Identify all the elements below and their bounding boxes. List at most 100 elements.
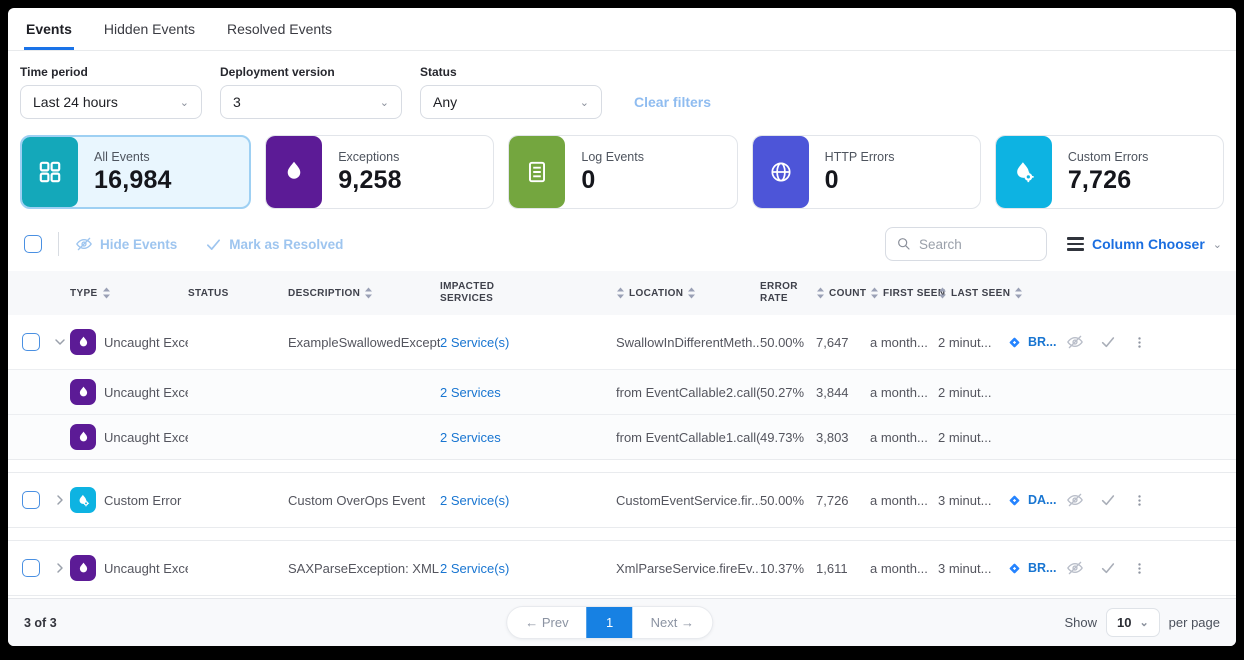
sort-icon[interactable]	[616, 287, 625, 299]
grid-icon	[22, 137, 78, 207]
header-error-rate[interactable]: ERROR RATE	[760, 280, 798, 305]
impacted-services-link[interactable]: 2 Services	[440, 429, 501, 445]
kebab-menu-icon[interactable]	[1132, 493, 1147, 508]
sort-icon[interactable]	[870, 287, 879, 299]
events-dashboard: Events Hidden Events Resolved Events Tim…	[8, 8, 1236, 646]
expand-row-button[interactable]	[52, 492, 70, 508]
sort-icon[interactable]	[687, 287, 696, 299]
sort-icon[interactable]	[1014, 287, 1023, 299]
clear-filters-button[interactable]: Clear filters	[634, 94, 712, 110]
pagination: ← Prev 1 Next →	[506, 606, 713, 639]
resolve-event-icon[interactable]	[1100, 492, 1116, 508]
current-page-button[interactable]: 1	[586, 607, 633, 638]
event-location: XmlParseService.fireEv...	[616, 560, 760, 576]
row-checkbox[interactable]	[22, 491, 40, 509]
check-icon	[207, 238, 221, 250]
sort-icon[interactable]	[364, 287, 373, 299]
error-rate: 50.27%	[760, 384, 805, 400]
header-count[interactable]: COUNT	[816, 287, 870, 299]
header-description[interactable]: DESCRIPTION	[288, 287, 440, 299]
kebab-menu-icon[interactable]	[1132, 561, 1147, 576]
search-input[interactable]	[919, 236, 1029, 252]
resolve-event-icon[interactable]	[1100, 560, 1116, 576]
error-rate: 50.00%	[760, 492, 805, 508]
kebab-menu-icon[interactable]	[1132, 335, 1147, 350]
event-location: CustomEventService.fir...	[616, 492, 760, 508]
card-custom-errors[interactable]: Custom Errors 7,726	[994, 135, 1225, 209]
globe-icon	[752, 136, 809, 208]
card-log-events[interactable]: Log Events 0	[508, 135, 738, 209]
page-size-value: 10	[1116, 615, 1132, 630]
card-label: Log Events	[581, 149, 644, 164]
ticket-link[interactable]: DA...	[1006, 492, 1066, 509]
sort-icon[interactable]	[816, 287, 825, 299]
first-seen: a month...	[870, 492, 928, 508]
deployment-version-select[interactable]: 3 ⌄	[220, 85, 402, 119]
card-value: 0	[581, 165, 596, 194]
collapse-row-button[interactable]	[52, 334, 70, 350]
prev-page-button[interactable]: ← Prev	[525, 615, 569, 630]
jira-icon	[1008, 336, 1021, 348]
table-row[interactable]: Uncaught Exce... ExampleSwallowedExcepti…	[8, 315, 1236, 369]
select-all-checkbox[interactable]	[24, 235, 42, 253]
status-select[interactable]: Any ⌄	[420, 85, 602, 119]
header-last-seen[interactable]: LAST SEEN	[938, 287, 1023, 299]
hide-events-button[interactable]: Hide Events	[75, 235, 177, 253]
header-status[interactable]: STATUS	[188, 287, 229, 299]
sort-icon[interactable]	[102, 287, 111, 299]
page-size-select[interactable]: 10 ⌄	[1105, 608, 1160, 637]
page-summary: 3 of 3	[24, 615, 57, 630]
table-row[interactable]: Uncaught Exce... SAXParseException: XML …	[8, 540, 1236, 596]
hide-event-icon[interactable]	[1066, 491, 1084, 509]
exception-type-icon	[70, 329, 96, 355]
expand-row-button[interactable]	[52, 560, 70, 576]
last-seen: 2 minut...	[938, 384, 992, 400]
show-label: Show	[1064, 615, 1097, 630]
event-description: ExampleSwallowedExceptio...	[288, 334, 440, 350]
card-label: HTTP Errors	[824, 149, 895, 164]
hide-event-icon[interactable]	[1066, 333, 1084, 351]
header-first-seen[interactable]: FIRST SEEN	[870, 287, 945, 299]
column-chooser-button[interactable]: Column Chooser ⌄	[1067, 236, 1222, 252]
search-box	[885, 227, 1047, 261]
impacted-services-link[interactable]: 2 Service(s)	[440, 492, 510, 508]
time-period-select[interactable]: Last 24 hours ⌄	[20, 85, 202, 119]
mark-resolved-button[interactable]: Mark as Resolved	[205, 236, 343, 253]
event-location: from EventCallable2.call()	[616, 384, 760, 400]
impacted-services-link[interactable]: 2 Service(s)	[440, 560, 510, 576]
impacted-services-link[interactable]: 2 Service(s)	[440, 334, 510, 350]
tab-events[interactable]: Events	[24, 8, 74, 50]
table-subrow[interactable]: Uncaught Exce... 2 Services from EventCa…	[8, 414, 1236, 459]
row-checkbox[interactable]	[22, 333, 40, 351]
chevron-right-icon	[57, 563, 63, 573]
jira-icon	[1008, 562, 1021, 574]
hide-event-icon[interactable]	[1066, 559, 1084, 577]
last-seen: 3 minut...	[938, 560, 992, 576]
event-count: 7,726	[816, 492, 849, 508]
next-page-button[interactable]: Next →	[650, 615, 694, 630]
card-http-errors[interactable]: HTTP Errors 0	[751, 135, 981, 209]
ticket-link[interactable]: BR...	[1006, 560, 1066, 577]
toolbar-divider	[58, 232, 59, 256]
header-location[interactable]: LOCATION	[616, 287, 760, 299]
table-row[interactable]: Custom Error Custom OverOps Event 2 Serv…	[8, 472, 1236, 528]
tab-resolved-events[interactable]: Resolved Events	[226, 21, 333, 37]
card-exceptions[interactable]: Exceptions 9,258	[265, 135, 495, 209]
event-type: Uncaught Exce...	[104, 429, 188, 445]
sort-icon[interactable]	[938, 287, 947, 299]
resolve-event-icon[interactable]	[1100, 334, 1116, 350]
per-page-label: per page	[1168, 615, 1220, 630]
card-value: 16,984	[94, 165, 172, 194]
card-all-events[interactable]: All Events 16,984	[20, 135, 252, 209]
header-type[interactable]: TYPE	[70, 287, 188, 299]
table-subrow[interactable]: Uncaught Exce... 2 Services from EventCa…	[8, 369, 1236, 414]
impacted-services-link[interactable]: 2 Services	[440, 384, 501, 400]
tab-hidden-events[interactable]: Hidden Events	[103, 21, 195, 37]
event-count: 7,647	[816, 334, 849, 350]
card-value: 7,726	[1067, 165, 1132, 194]
ticket-link[interactable]: BR...	[1006, 334, 1066, 351]
jira-icon	[1008, 494, 1021, 506]
row-checkbox[interactable]	[22, 559, 40, 577]
drop-gear-icon	[995, 136, 1052, 208]
header-impacted-services[interactable]: IMPACTED SERVICES	[440, 280, 495, 305]
